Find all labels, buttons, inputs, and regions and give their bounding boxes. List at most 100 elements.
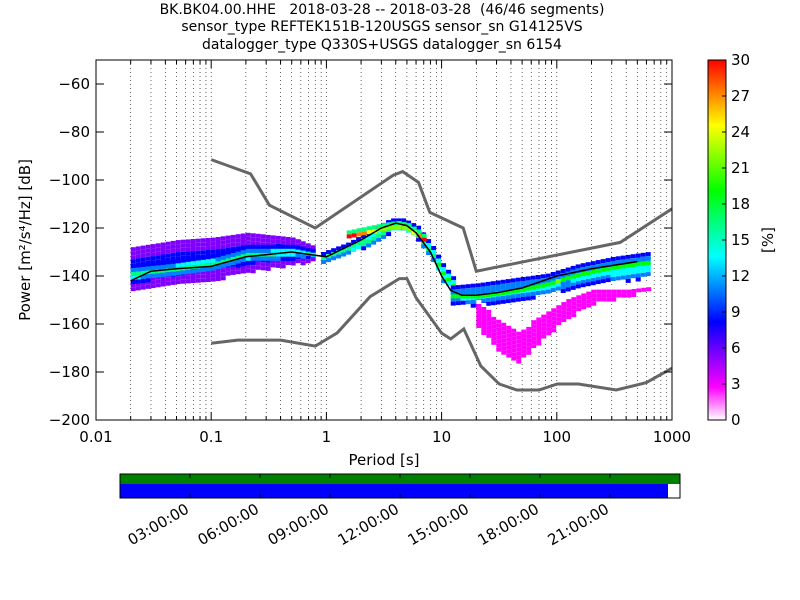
density-cell (220, 240, 226, 245)
colorbar-tick-label: 21 (731, 159, 750, 177)
density-cell (210, 273, 216, 278)
density-cell (205, 274, 211, 278)
density-cell (556, 321, 562, 326)
density-cell (571, 309, 577, 314)
density-cell (520, 293, 526, 297)
density-cell (185, 243, 191, 248)
density-cell (431, 254, 437, 258)
density-cell (516, 339, 522, 344)
density-cell (640, 261, 646, 266)
density-cell (225, 271, 231, 276)
density-cell (616, 297, 622, 302)
density-cell (625, 274, 631, 279)
density-cell (485, 289, 491, 294)
density-cell (250, 241, 256, 246)
density-cell (531, 320, 537, 325)
density-cell (140, 253, 146, 258)
density-cell (520, 283, 526, 288)
density-cell (265, 244, 271, 249)
density-cell (515, 288, 521, 293)
density-cell (160, 282, 166, 287)
density-cell (486, 313, 492, 318)
noise-model-layer (210, 158, 672, 392)
density-cell (546, 335, 552, 340)
density-cell (501, 346, 507, 351)
density-cell (145, 278, 151, 283)
density-cell (631, 289, 637, 293)
density-cell (416, 237, 422, 242)
density-cell (250, 265, 256, 270)
density-cell (581, 305, 587, 310)
plot-frame (95, 59, 673, 421)
density-cell (475, 290, 481, 295)
density-cell (475, 287, 481, 292)
density-cell (495, 300, 501, 305)
density-cell (376, 237, 382, 242)
density-cell (501, 322, 507, 327)
density-cell (386, 222, 392, 227)
density-cell (356, 241, 362, 246)
density-cell (230, 266, 236, 271)
density-cell (496, 347, 502, 352)
density-cell (546, 331, 552, 336)
density-cell (210, 269, 216, 274)
density-cell (545, 289, 551, 294)
density-cell (446, 277, 452, 282)
density-cell (546, 327, 552, 332)
density-cell (250, 260, 256, 265)
density-cell (205, 246, 211, 250)
density-cell (200, 246, 206, 251)
density-cell (165, 253, 171, 258)
density-cell (616, 293, 622, 298)
density-cell (556, 305, 562, 310)
chart-title-line-3: datalogger_type Q330S+USGS datalogger_sn… (202, 37, 562, 53)
density-cell (170, 244, 176, 249)
density-cell (606, 285, 612, 290)
density-cell (591, 297, 597, 302)
colorbar-tick-label: 12 (731, 267, 750, 285)
density-cell (590, 270, 596, 274)
density-cell (215, 245, 221, 249)
density-cell (175, 244, 181, 249)
density-cell (130, 255, 136, 260)
density-cell (580, 279, 586, 284)
density-cell (480, 282, 486, 287)
density-cell (536, 337, 542, 342)
density-cell (220, 268, 226, 273)
density-cell (135, 246, 141, 251)
density-cell (625, 254, 631, 259)
density-cell (611, 293, 617, 298)
density-cell (605, 270, 611, 275)
density-cell (285, 261, 291, 265)
density-cell (260, 242, 266, 247)
density-cell (160, 254, 166, 259)
density-cell (180, 262, 186, 267)
density-cell (401, 222, 407, 227)
density-cell (490, 301, 496, 306)
density-cell (265, 256, 271, 261)
density-cell (575, 277, 581, 282)
density-cell (495, 296, 501, 301)
density-cell (255, 237, 261, 242)
density-cell (341, 248, 347, 253)
density-cell (406, 227, 412, 232)
density-cell (200, 267, 206, 272)
density-cell (426, 239, 432, 244)
density-cell (250, 269, 256, 274)
density-cell (511, 328, 517, 333)
density-cell (175, 276, 181, 281)
density-cell (520, 277, 526, 281)
density-cell (195, 278, 201, 283)
density-cell (195, 242, 201, 247)
density-cell (140, 271, 146, 275)
density-cell (321, 252, 327, 256)
density-cell (170, 276, 176, 281)
density-cell (610, 257, 616, 261)
density-cell (595, 268, 601, 273)
density-cell (150, 276, 156, 281)
density-cell (130, 272, 136, 276)
y-tick-label: −200 (49, 411, 90, 429)
density-cell (575, 264, 581, 269)
density-cell (566, 295, 572, 300)
density-cell (170, 256, 176, 261)
